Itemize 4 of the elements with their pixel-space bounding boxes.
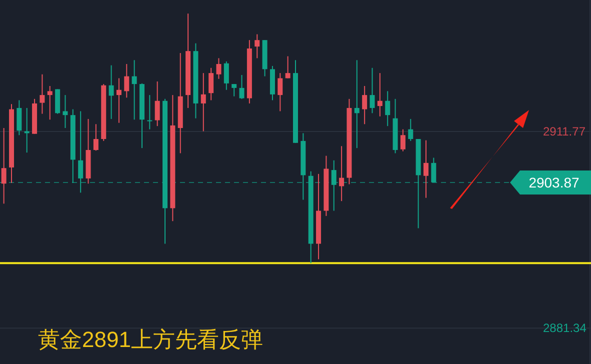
text: 黄金2891上方先看反弹 xyxy=(38,327,263,352)
ref-line-label: 2903.87 xyxy=(528,174,580,191)
y-tick-label: 2911.77 xyxy=(543,124,586,138)
y-tick-label: 2881.34 xyxy=(543,321,587,336)
